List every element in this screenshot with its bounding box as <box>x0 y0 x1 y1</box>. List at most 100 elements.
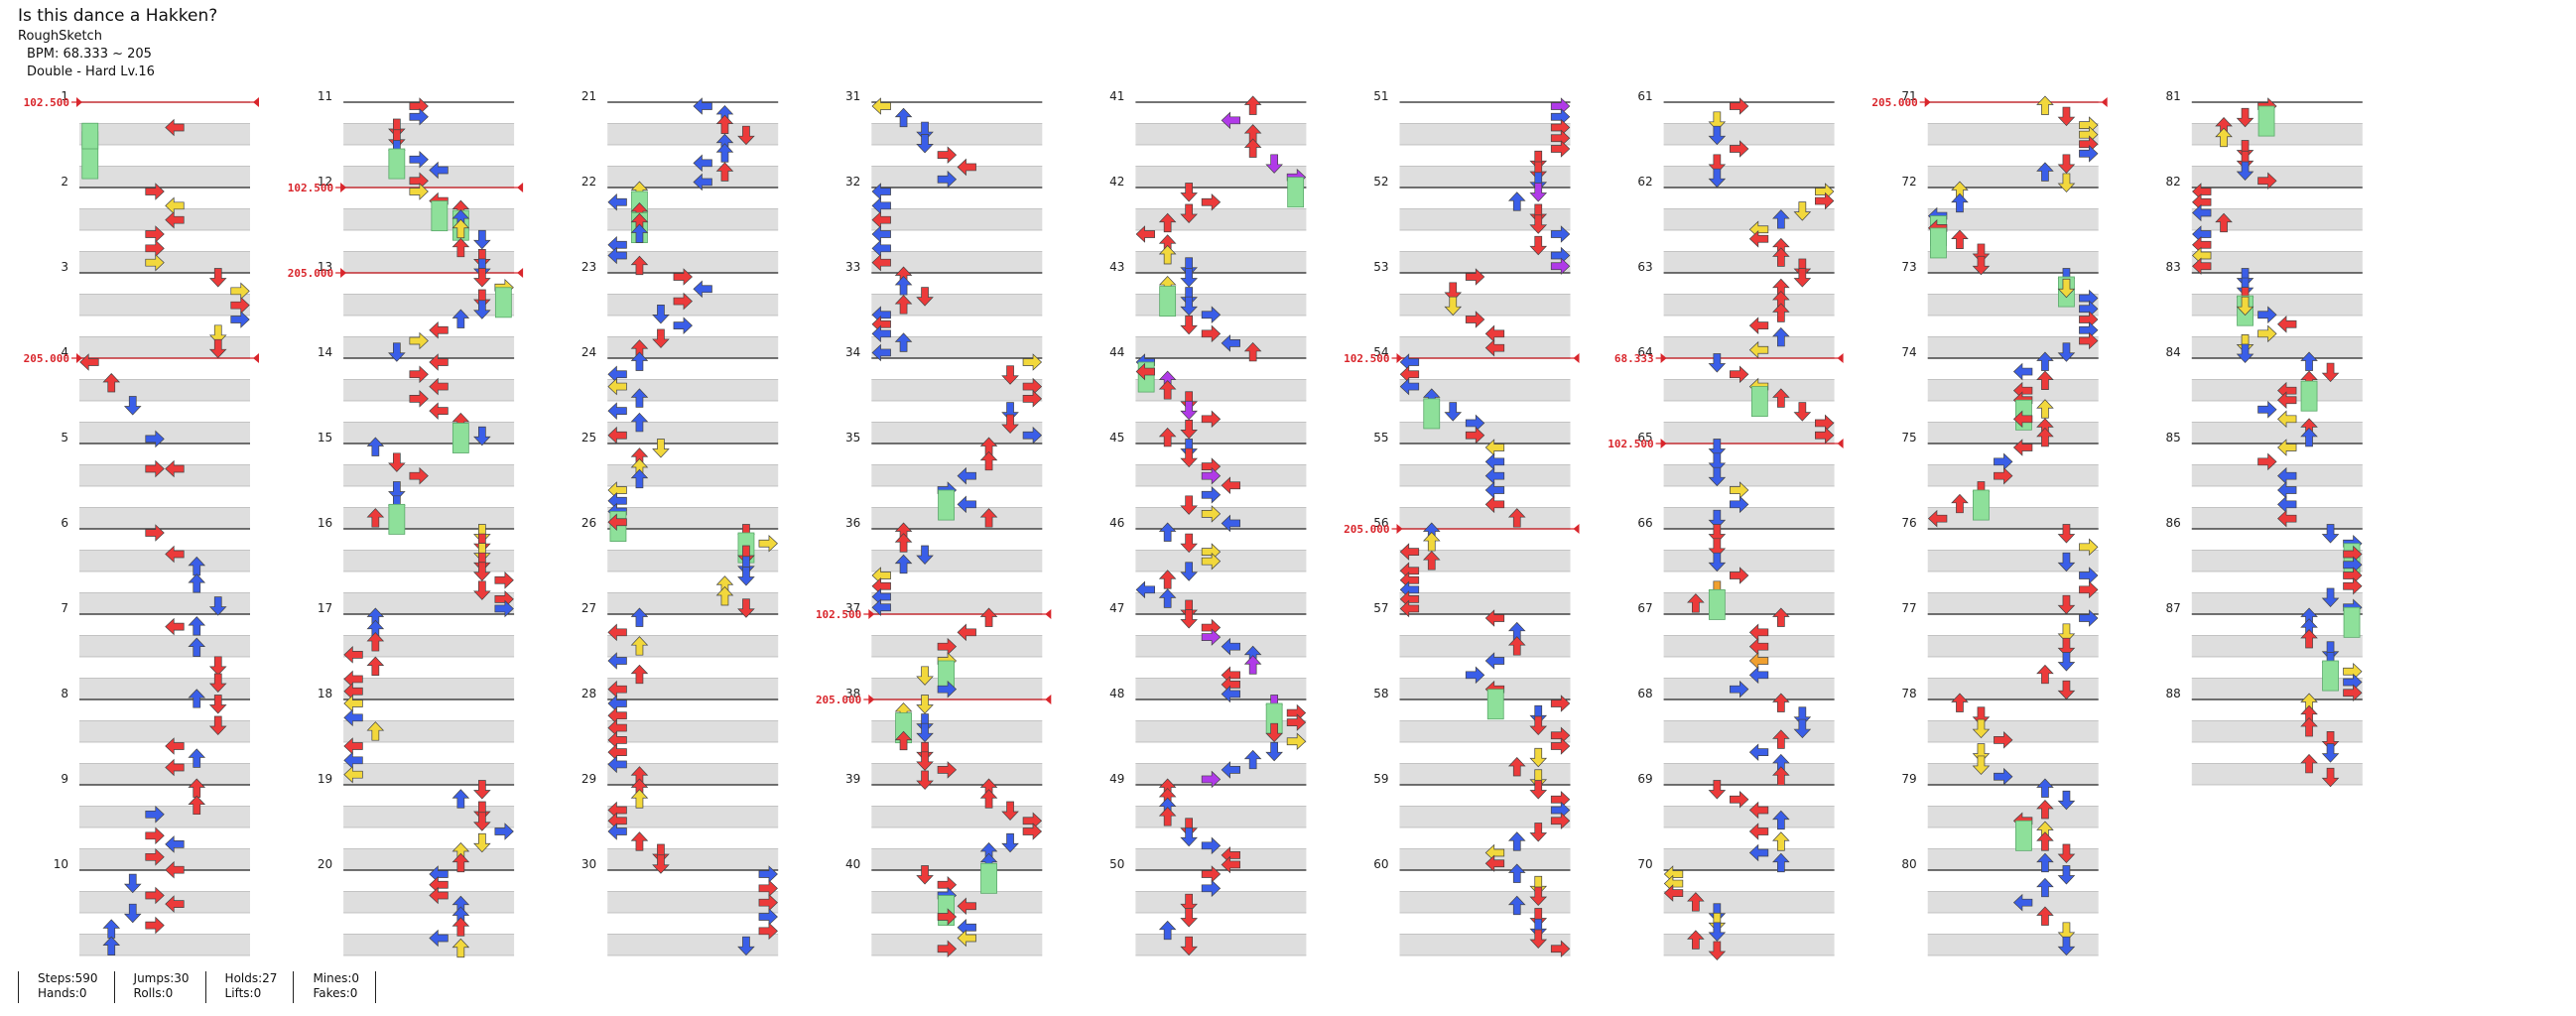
beat-row-shade <box>871 251 1043 273</box>
measure-number: 53 <box>1373 260 1388 274</box>
beat-row-shade <box>1135 720 1307 742</box>
red-arrow-note <box>165 118 185 137</box>
arrow-shape <box>1529 235 1548 256</box>
hold-body <box>81 122 99 150</box>
beat-row-shade <box>343 891 515 913</box>
arrow-shape <box>1022 426 1043 444</box>
arrow-shape <box>188 616 206 636</box>
red-arrow-note <box>145 459 165 478</box>
measure-number: 87 <box>2166 601 2181 615</box>
arrow-shape <box>1529 918 1548 939</box>
blue-arrow-note <box>607 823 627 840</box>
red-arrow-note <box>1529 214 1548 234</box>
beat-row-shade <box>343 678 515 699</box>
red-arrow-note <box>145 183 165 200</box>
beat-row-shade <box>1663 720 1835 742</box>
red-arrow-note <box>1001 414 1019 434</box>
beat-row-shade <box>79 464 250 486</box>
red-arrow-note <box>916 865 934 885</box>
beat-row-shade <box>343 934 515 955</box>
arrow-shape <box>1529 704 1548 725</box>
arrow-shape <box>2036 664 2054 685</box>
arrow-shape <box>79 353 99 371</box>
arrow-shape <box>1708 466 1727 487</box>
arrow-shape <box>758 922 778 941</box>
arrow-shape <box>957 897 976 916</box>
red-arrow-note <box>2057 106 2076 127</box>
purple-arrow-note <box>1221 111 1241 130</box>
blue-arrow-note <box>409 150 429 169</box>
yellow-arrow-note <box>343 765 363 784</box>
measure-number: 73 <box>1901 260 1916 274</box>
arrow-shape <box>1444 282 1463 302</box>
arrow-shape <box>1687 892 1705 912</box>
blue-arrow-note <box>2192 203 2212 222</box>
hold-body <box>1930 227 1947 259</box>
blue-arrow-note <box>2036 852 2054 873</box>
arrow-shape <box>1708 524 1727 544</box>
arrow-shape <box>937 908 958 926</box>
arrow-shape <box>1972 243 1991 263</box>
blue-arrow-note <box>1201 485 1222 504</box>
arrow-shape <box>1529 823 1548 842</box>
measure-number: 39 <box>845 772 860 786</box>
purple-arrow-note <box>1201 628 1222 646</box>
measure-number: 71 <box>1901 89 1916 103</box>
arrow-shape <box>1180 420 1198 440</box>
arrow-shape <box>715 143 734 163</box>
yellow-arrow-note <box>2343 662 2363 681</box>
fakes-count: Fakes:0 <box>313 986 358 1000</box>
red-arrow-note <box>409 97 429 115</box>
arrow-shape <box>2236 343 2254 363</box>
blue-arrow-note <box>2036 162 2054 182</box>
beat-row-shade <box>871 208 1043 230</box>
arrow-shape <box>2036 95 2054 115</box>
arrow-shape <box>916 751 934 771</box>
arrow-shape <box>1158 920 1177 941</box>
arrow-shape <box>871 253 891 272</box>
measure-number: 52 <box>1373 175 1388 189</box>
red-arrow-note <box>1180 183 1198 202</box>
red-arrow-note <box>1708 941 1727 960</box>
arrow-shape <box>2079 144 2099 163</box>
arrow-shape <box>2343 684 2363 702</box>
red-arrow-note <box>2343 684 2363 702</box>
arrow-shape <box>1729 567 1749 584</box>
arrow-shape <box>1507 191 1526 211</box>
arrow-shape <box>1708 168 1727 189</box>
hold-body <box>1708 588 1726 620</box>
yellow-arrow-note <box>1793 201 1812 221</box>
blue-arrow-note <box>2079 144 2099 163</box>
blue-arrow-note <box>937 680 958 698</box>
blue-arrow-note <box>2012 893 2033 912</box>
blue-arrow-note <box>1708 439 1727 458</box>
beat-row-shade <box>1927 592 2099 614</box>
red-arrow-note <box>2257 452 2277 471</box>
red-arrow-note <box>1135 362 1156 381</box>
blue-arrow-note <box>693 97 712 115</box>
arrow-shape <box>1465 268 1485 286</box>
beat-row-shade <box>1399 123 1571 145</box>
beat-row-shade <box>607 379 779 401</box>
beat-row-shade <box>2191 336 2363 358</box>
arrow-shape <box>1687 593 1705 613</box>
hold-body <box>2257 105 2275 137</box>
arrow-shape <box>630 388 649 408</box>
beat-row-shade <box>607 635 779 657</box>
arrow-shape <box>1201 485 1222 504</box>
beat-row-shade <box>1927 934 2099 955</box>
hold-body <box>1973 489 1990 521</box>
arrow-shape <box>494 599 514 618</box>
red-arrow-note <box>937 875 958 894</box>
red-arrow-note <box>1507 636 1526 656</box>
measure-number: 8 <box>61 687 68 700</box>
arrow-shape <box>652 843 670 864</box>
red-arrow-note <box>1951 693 1969 712</box>
measure-number: 88 <box>2166 687 2181 700</box>
arrow-shape <box>607 402 627 420</box>
beat-row-shade <box>343 294 515 316</box>
blue-arrow-note <box>1708 466 1727 487</box>
beat-row-shade <box>1927 336 2099 358</box>
red-arrow-note <box>165 737 185 755</box>
red-arrow-note <box>758 922 778 941</box>
